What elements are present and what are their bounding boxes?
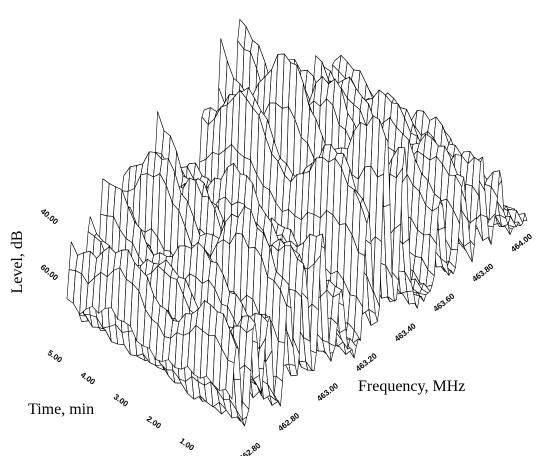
y-tick-label: 4.00 <box>79 370 97 387</box>
y-tick-label: 5.00 <box>46 348 64 365</box>
x-axis-label: Frequency, MHz <box>358 378 465 395</box>
x-tick-label: 463.80 <box>470 261 495 283</box>
z-tick-label: 60.00 <box>39 263 61 283</box>
y-axis-label: Time, min <box>28 401 94 418</box>
x-tick-label: 462.80 <box>238 441 263 456</box>
x-tick-label: 464.00 <box>509 232 534 254</box>
x-tick-label: 462.80 <box>276 411 301 433</box>
y-tick-label: 2.00 <box>145 414 163 431</box>
surface-cell <box>225 359 235 400</box>
x-tick-label: 463.20 <box>354 351 379 373</box>
x-tick-label: 463.40 <box>393 321 418 343</box>
z-axis-label: Level, dB <box>9 230 26 293</box>
x-tick-label: 463.00 <box>315 381 340 403</box>
surface-mesh <box>66 19 528 427</box>
y-tick-label: 3.00 <box>112 392 130 409</box>
z-tick-label: 40.00 <box>39 207 61 227</box>
y-tick-label: 1.00 <box>178 436 196 453</box>
x-tick-label: 463.60 <box>432 291 457 313</box>
